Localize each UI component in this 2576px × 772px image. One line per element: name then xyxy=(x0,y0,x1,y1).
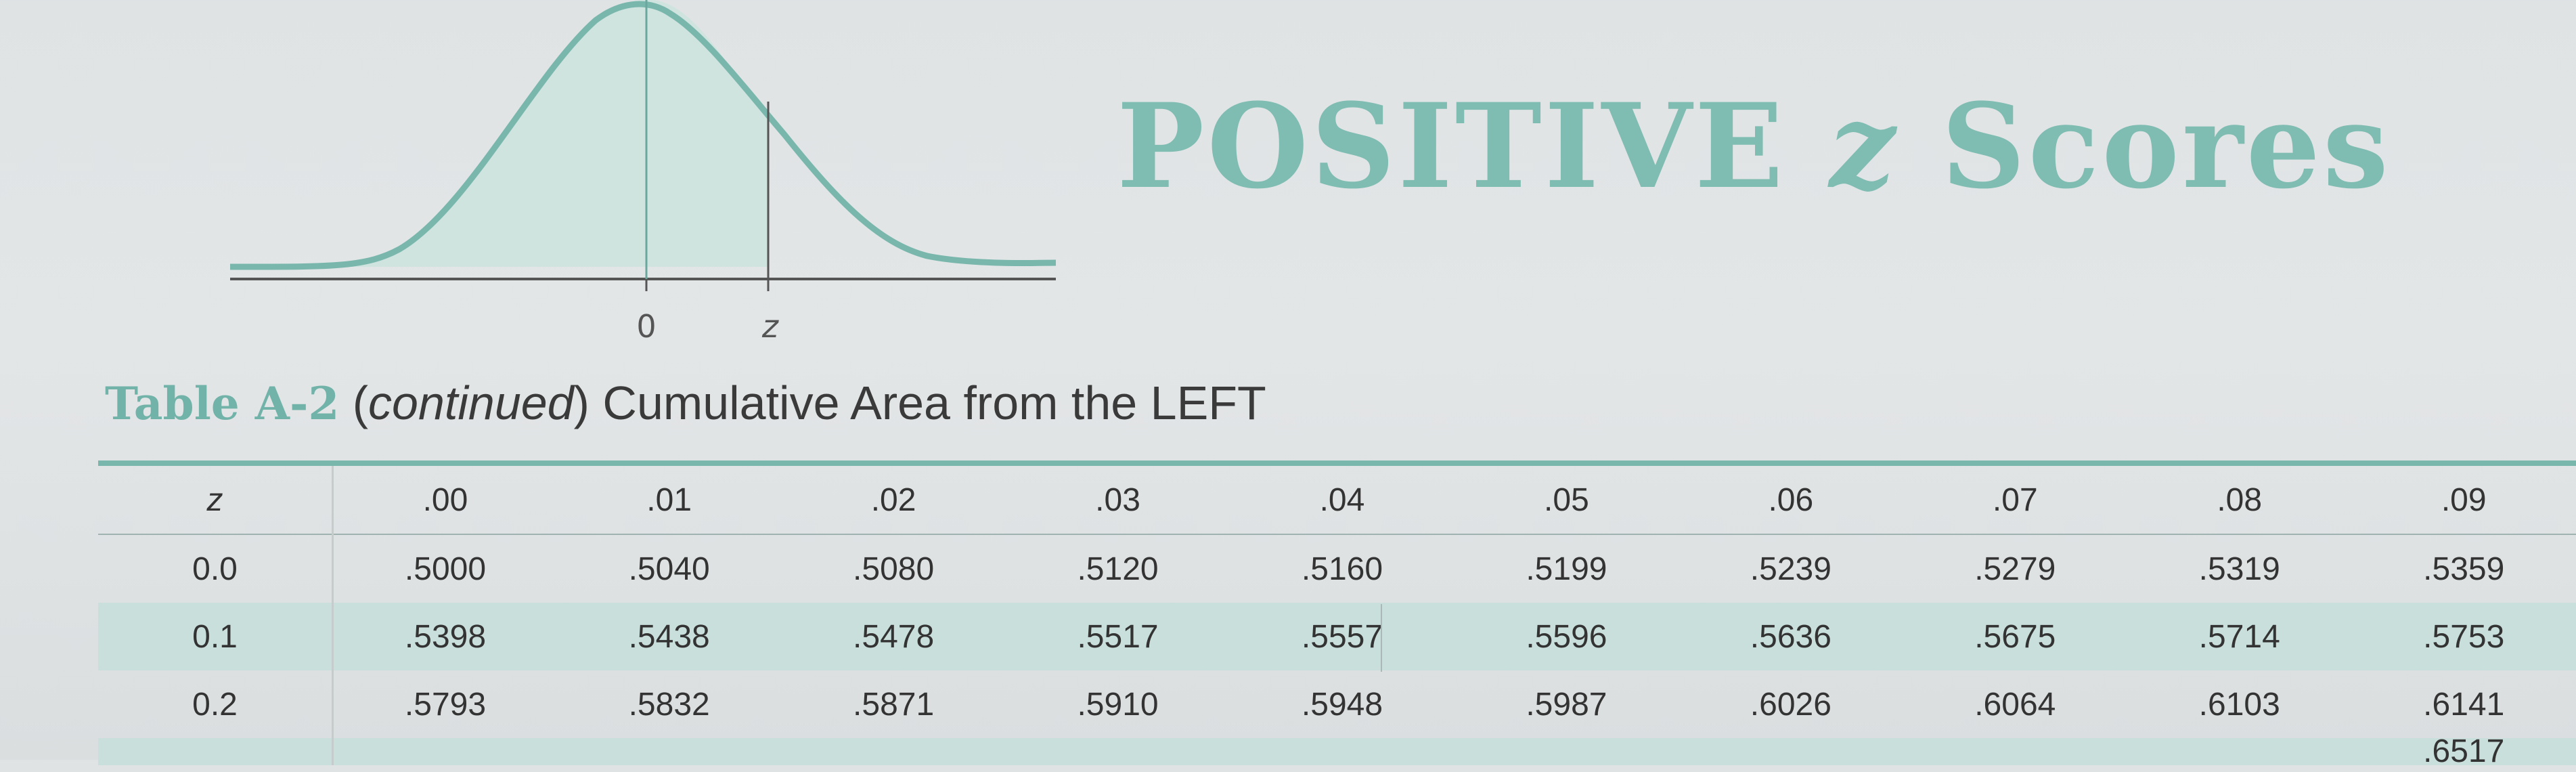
table-cell xyxy=(2127,738,2352,765)
column-separator xyxy=(1381,604,1382,672)
table-cell: .5199 xyxy=(1526,551,1607,587)
row-z-value: 0.0 xyxy=(98,534,334,603)
header-col: .00 xyxy=(332,466,557,535)
table-cell: .5120 xyxy=(1077,551,1159,587)
continued-note: (continued) xyxy=(352,377,590,429)
table-cell xyxy=(556,738,782,765)
page-title: POSITIVE z Scores xyxy=(1117,88,2391,205)
table-cell xyxy=(1903,738,2127,765)
table-caption: Table A-2 (continued) Cumulative Area fr… xyxy=(105,379,1266,427)
header-col: .08 xyxy=(2127,466,2352,535)
title-z: z xyxy=(1829,77,1898,215)
z-table: z .00 .01 .02 .03 .04 .05 .06 .07 .08 .0… xyxy=(98,460,2576,772)
table-header-row: z .00 .01 .02 .03 .04 .05 .06 .07 .08 .0… xyxy=(98,466,2576,535)
title-prefix: POSITIVE xyxy=(1117,77,1829,215)
table-cell: .5040 xyxy=(628,551,710,587)
table-cell: .5359 xyxy=(2423,551,2505,587)
table-cell: .6026 xyxy=(1750,686,1831,723)
table-cell: .5438 xyxy=(556,603,782,670)
table-description: Cumulative Area from the LEFT xyxy=(602,377,1266,429)
table-cell: .5319 xyxy=(2198,551,2280,587)
table-cell xyxy=(1005,738,1230,765)
row-z-value: 0.2 xyxy=(98,670,334,738)
table-cell: .6517 xyxy=(2351,738,2576,765)
table-cell: .5239 xyxy=(1750,551,1831,587)
bell-curve xyxy=(230,1,1057,270)
table-cell: .5279 xyxy=(1974,551,2056,587)
table-top-rule xyxy=(98,460,2576,466)
header-col: .06 xyxy=(1679,466,1903,535)
normal-curve-diagram: 0 z xyxy=(230,0,1057,345)
table-cell: .5871 xyxy=(853,686,935,723)
table-cell: .5517 xyxy=(1005,603,1230,670)
table-cell: .5910 xyxy=(1077,686,1159,723)
header-col: .03 xyxy=(1005,466,1230,535)
header-col: .01 xyxy=(556,466,782,535)
z-label: z xyxy=(761,308,779,345)
header-col: .04 xyxy=(1230,466,1454,535)
table-number: Table A-2 xyxy=(105,377,340,430)
header-col: .07 xyxy=(1903,466,2127,535)
table-cell: .5832 xyxy=(628,686,710,723)
table-row: 0.0 .5000 .5040 .5080 .5120 .5160 .5199 … xyxy=(98,534,2576,603)
continued-word: continued xyxy=(368,377,574,429)
table-cell: .5398 xyxy=(332,603,557,670)
table-row-partial: .6517 xyxy=(98,738,2576,765)
table-cell: .6103 xyxy=(2198,686,2280,723)
table-cell: .6064 xyxy=(1974,686,2056,723)
table-row: 0.1 .5398 .5438 .5478 .5517 .5557 .5596 … xyxy=(98,603,2576,670)
table-cell: .5675 xyxy=(1903,603,2127,670)
table-cell: .5596 xyxy=(1454,603,1679,670)
table-cell: .5753 xyxy=(2351,603,2576,670)
header-col: .09 xyxy=(2351,466,2576,535)
header-z: z xyxy=(98,466,334,535)
table-cell: .5714 xyxy=(2127,603,2352,670)
table-cell: .5000 xyxy=(404,551,487,587)
z-score-table: z .00 .01 .02 .03 .04 .05 .06 .07 .08 .0… xyxy=(98,466,2576,765)
table-cell xyxy=(332,738,557,765)
table-cell xyxy=(1230,738,1454,765)
table-cell: .5557 xyxy=(1230,603,1454,670)
table-cell: .5636 xyxy=(1679,603,1903,670)
title-suffix: Scores xyxy=(1898,77,2391,215)
table-cell: .5793 xyxy=(404,686,487,723)
table-cell: .5948 xyxy=(1301,686,1383,723)
row-z-value xyxy=(98,738,334,765)
mean-label: 0 xyxy=(636,308,656,345)
header-col: .05 xyxy=(1454,466,1679,535)
shaded-area xyxy=(230,0,768,267)
table-cell: .5987 xyxy=(1526,686,1607,723)
table-cell xyxy=(1679,738,1903,765)
table-cell: .5478 xyxy=(781,603,1006,670)
table-cell: .5080 xyxy=(853,551,935,587)
row-z-value: 0.1 xyxy=(98,603,334,670)
header-col: .02 xyxy=(781,466,1006,535)
table-cell xyxy=(1454,738,1679,765)
table-cell xyxy=(781,738,1006,765)
table-cell: .5160 xyxy=(1301,551,1383,587)
table-row: 0.2 .5793 .5832 .5871 .5910 .5948 .5987 … xyxy=(98,670,2576,738)
table-cell: .6141 xyxy=(2423,686,2505,723)
